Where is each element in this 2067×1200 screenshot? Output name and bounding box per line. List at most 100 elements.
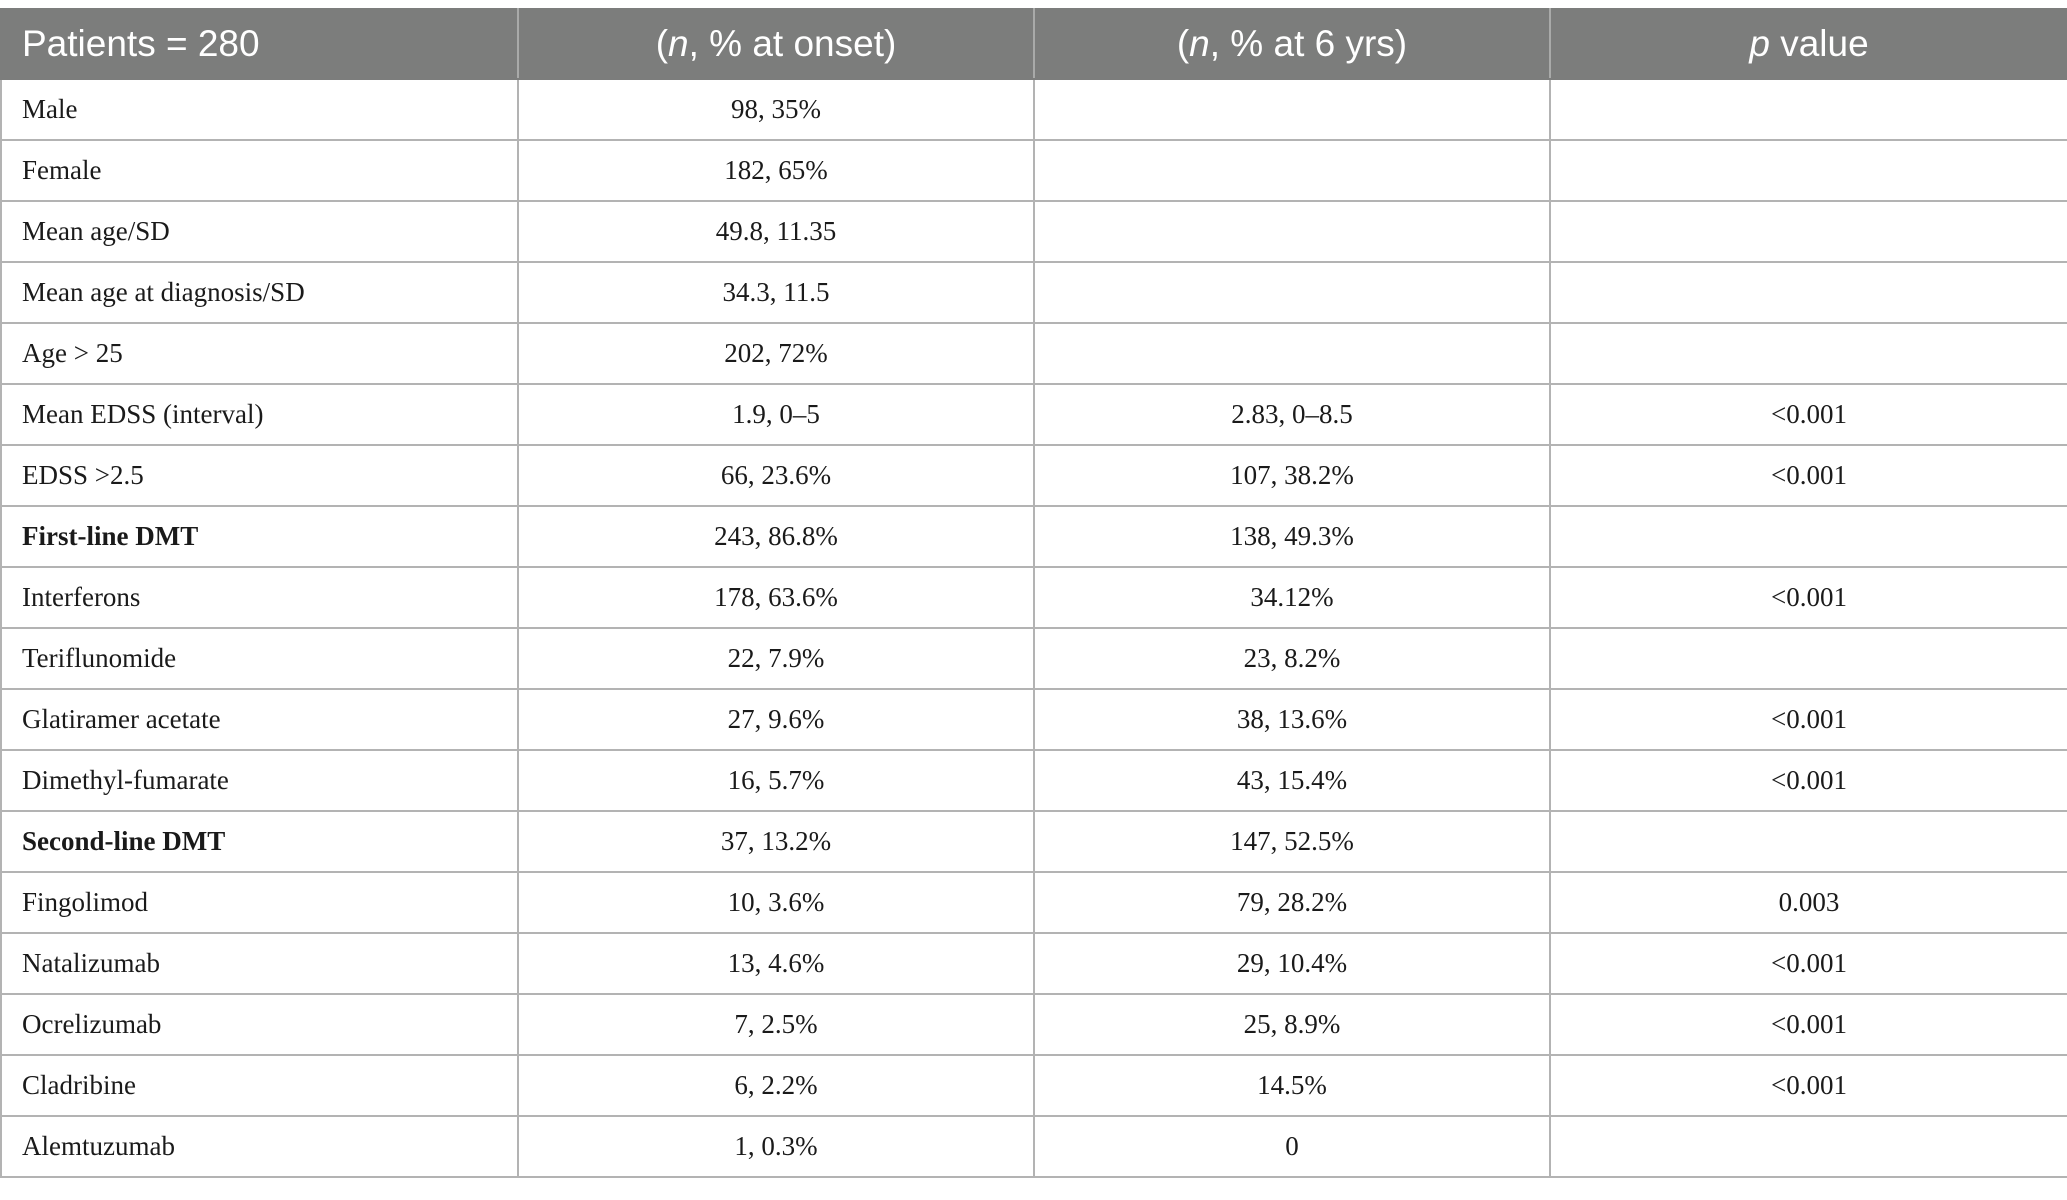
header-at-6-yrs-n: n (1189, 23, 1210, 64)
table-row: Alemtuzumab 1, 0.3% 0 (0, 1115, 2067, 1178)
cell-onset: 178, 63.6% (517, 566, 1035, 629)
row-label: EDSS >2.5 (0, 444, 519, 507)
cell-onset: 13, 4.6% (517, 932, 1035, 995)
cell-onset: 10, 3.6% (517, 871, 1035, 934)
cell-six-yrs: 147, 52.5% (1033, 810, 1551, 873)
header-at-6-yrs: (n, % at 6 yrs) (1033, 8, 1551, 80)
header-row: Patients = 280 (n, % at onset) (n, % at … (0, 8, 2067, 80)
row-label: Teriflunomide (0, 627, 519, 690)
cell-six-yrs: 2.83, 0–8.5 (1033, 383, 1551, 446)
cell-onset: 37, 13.2% (517, 810, 1035, 873)
header-p-value-p: p (1749, 23, 1770, 64)
cell-six-yrs: 0 (1033, 1115, 1551, 1178)
cell-six-yrs: 23, 8.2% (1033, 627, 1551, 690)
table-row: Mean EDSS (interval) 1.9, 0–5 2.83, 0–8.5 <… (0, 383, 2067, 446)
row-label: First-line DMT (0, 505, 519, 568)
cell-p-value: <0.001 (1549, 566, 2067, 629)
header-at-onset-open: ( (655, 23, 669, 64)
cell-p-value (1549, 78, 2067, 141)
cell-six-yrs: 43, 15.4% (1033, 749, 1551, 812)
cell-p-value: <0.001 (1549, 688, 2067, 751)
row-label: Natalizumab (0, 932, 519, 995)
cell-six-yrs (1033, 322, 1551, 385)
cell-onset: 49.8, 11.35 (517, 200, 1035, 263)
cell-six-yrs (1033, 139, 1551, 202)
cell-onset: 22, 7.9% (517, 627, 1035, 690)
data-table-container: Patients = 280 (n, % at onset) (n, % at … (0, 8, 2067, 1178)
table-row: Second-line DMT 37, 13.2% 147, 52.5% (0, 810, 2067, 873)
row-label: Alemtuzumab (0, 1115, 519, 1178)
cell-p-value: 0.003 (1549, 871, 2067, 934)
header-at-onset: (n, % at onset) (517, 8, 1035, 80)
row-label: Female (0, 139, 519, 202)
table-row: Mean age at diagnosis/SD 34.3, 11.5 (0, 261, 2067, 324)
cell-six-yrs: 107, 38.2% (1033, 444, 1551, 507)
table-row: Teriflunomide 22, 7.9% 23, 8.2% (0, 627, 2067, 690)
cell-p-value: <0.001 (1549, 444, 2067, 507)
table-row: First-line DMT 243, 86.8% 138, 49.3% (0, 505, 2067, 568)
table-row: Fingolimod 10, 3.6% 79, 28.2% 0.003 (0, 871, 2067, 934)
table-row: Ocrelizumab 7, 2.5% 25, 8.9% <0.001 (0, 993, 2067, 1056)
cell-six-yrs: 34.12% (1033, 566, 1551, 629)
row-label: Male (0, 78, 519, 141)
cell-onset: 34.3, 11.5 (517, 261, 1035, 324)
cell-onset: 1.9, 0–5 (517, 383, 1035, 446)
row-label: Interferons (0, 566, 519, 629)
cell-onset: 27, 9.6% (517, 688, 1035, 751)
patient-characteristics-table: Patients = 280 (n, % at onset) (n, % at … (0, 8, 2067, 1178)
cell-p-value (1549, 200, 2067, 263)
cell-onset: 16, 5.7% (517, 749, 1035, 812)
row-label: Cladribine (0, 1054, 519, 1117)
row-label: Second-line DMT (0, 810, 519, 873)
cell-six-yrs: 25, 8.9% (1033, 993, 1551, 1056)
header-patients: Patients = 280 (0, 8, 519, 80)
header-at-6-yrs-open: ( (1176, 23, 1190, 64)
table-row: Female 182, 65% (0, 139, 2067, 202)
cell-p-value: <0.001 (1549, 383, 2067, 446)
cell-onset: 98, 35% (517, 78, 1035, 141)
table-row: Interferons 178, 63.6% 34.12% <0.001 (0, 566, 2067, 629)
cell-six-yrs: 38, 13.6% (1033, 688, 1551, 751)
row-label: Fingolimod (0, 871, 519, 934)
cell-six-yrs: 79, 28.2% (1033, 871, 1551, 934)
header-p-value-rest: value (1769, 23, 1869, 64)
table-row: Age > 25 202, 72% (0, 322, 2067, 385)
cell-six-yrs: 138, 49.3% (1033, 505, 1551, 568)
cell-p-value: <0.001 (1549, 1054, 2067, 1117)
cell-p-value (1549, 261, 2067, 324)
cell-six-yrs (1033, 78, 1551, 141)
cell-p-value (1549, 505, 2067, 568)
cell-onset: 182, 65% (517, 139, 1035, 202)
row-label: Mean age at diagnosis/SD (0, 261, 519, 324)
cell-p-value (1549, 1115, 2067, 1178)
row-label: Mean age/SD (0, 200, 519, 263)
row-label: Glatiramer acetate (0, 688, 519, 751)
row-label: Ocrelizumab (0, 993, 519, 1056)
cell-six-yrs (1033, 200, 1551, 263)
table-row: Dimethyl-fumarate 16, 5.7% 43, 15.4% <0.001 (0, 749, 2067, 812)
cell-onset: 243, 86.8% (517, 505, 1035, 568)
cell-onset: 66, 23.6% (517, 444, 1035, 507)
table-header: Patients = 280 (n, % at onset) (n, % at … (0, 8, 2067, 80)
cell-p-value (1549, 322, 2067, 385)
cell-onset: 1, 0.3% (517, 1115, 1035, 1178)
cell-p-value: <0.001 (1549, 749, 2067, 812)
row-label: Age > 25 (0, 322, 519, 385)
cell-onset: 6, 2.2% (517, 1054, 1035, 1117)
table-row: Glatiramer acetate 27, 9.6% 38, 13.6% <0.00… (0, 688, 2067, 751)
cell-p-value: <0.001 (1549, 932, 2067, 995)
cell-onset: 202, 72% (517, 322, 1035, 385)
table-body: Male 98, 35% Female 182, 65% Mean age/SD 49… (0, 78, 2067, 1178)
cell-six-yrs (1033, 261, 1551, 324)
header-at-onset-rest: , % at onset) (688, 23, 897, 64)
header-p-value: p value (1549, 8, 2067, 80)
table-row: Male 98, 35% (0, 78, 2067, 141)
table-row: Cladribine 6, 2.2% 14.5% <0.001 (0, 1054, 2067, 1117)
cell-p-value (1549, 627, 2067, 690)
row-label: Mean EDSS (interval) (0, 383, 519, 446)
table-row: Mean age/SD 49.8, 11.35 (0, 200, 2067, 263)
header-at-6-yrs-rest: , % at 6 yrs) (1209, 23, 1408, 64)
cell-p-value (1549, 139, 2067, 202)
cell-onset: 7, 2.5% (517, 993, 1035, 1056)
cell-p-value: <0.001 (1549, 993, 2067, 1056)
